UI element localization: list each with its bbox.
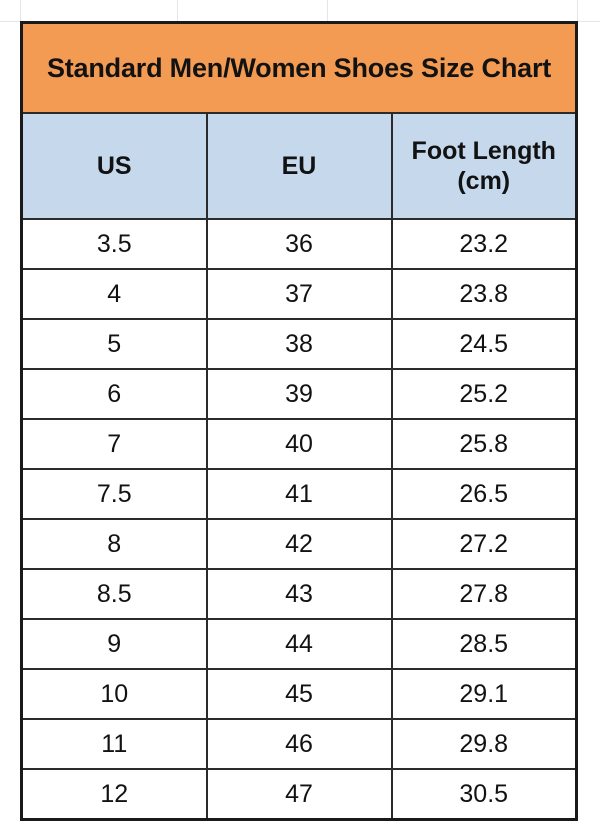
cell-us: 7.5 <box>20 468 208 520</box>
column-header-foot-length-label: Foot Length <box>411 136 556 165</box>
cell-us: 9 <box>20 618 208 670</box>
cell-us: 12 <box>20 768 208 821</box>
cell-eu: 43 <box>205 568 393 620</box>
size-chart-container: Standard Men/Women Shoes Size Chart US E… <box>20 21 578 821</box>
cell-foot-length: 25.8 <box>390 418 578 470</box>
cell-eu: 36 <box>205 218 393 270</box>
cell-us: 10 <box>20 668 208 720</box>
cell-foot-length: 23.8 <box>390 268 578 320</box>
table-row: 6 39 25.2 <box>20 368 578 420</box>
cell-us: 3.5 <box>20 218 208 270</box>
cell-us: 5 <box>20 318 208 370</box>
column-header-us-label: US <box>96 151 132 180</box>
cell-foot-length: 26.5 <box>390 468 578 520</box>
cell-eu: 37 <box>205 268 393 320</box>
column-header-foot-length-unit: (cm) <box>457 167 511 195</box>
cell-foot-length: 28.5 <box>390 618 578 670</box>
gridline-vertical <box>177 0 178 22</box>
table-row: 4 37 23.8 <box>20 268 578 320</box>
cell-eu: 45 <box>205 668 393 720</box>
table-row: 11 46 29.8 <box>20 718 578 770</box>
gridline-vertical <box>20 0 21 22</box>
cell-eu: 40 <box>205 418 393 470</box>
table-row: 8 42 27.2 <box>20 518 578 570</box>
cell-foot-length: 23.2 <box>390 218 578 270</box>
cell-foot-length: 25.2 <box>390 368 578 420</box>
cell-eu: 41 <box>205 468 393 520</box>
table-row: 7 40 25.8 <box>20 418 578 470</box>
table-row: 3.5 36 23.2 <box>20 218 578 270</box>
cell-eu: 38 <box>205 318 393 370</box>
table-row: 9 44 28.5 <box>20 618 578 670</box>
cell-us: 8.5 <box>20 568 208 620</box>
cell-eu: 42 <box>205 518 393 570</box>
cell-foot-length: 29.1 <box>390 668 578 720</box>
cell-eu: 46 <box>205 718 393 770</box>
cell-foot-length: 30.5 <box>390 768 578 821</box>
cell-foot-length: 29.8 <box>390 718 578 770</box>
cell-eu: 44 <box>205 618 393 670</box>
chart-title: Standard Men/Women Shoes Size Chart <box>20 21 578 114</box>
table-row: 10 45 29.1 <box>20 668 578 720</box>
column-header-eu-label: EU <box>281 151 317 180</box>
shoes-size-chart-table: Standard Men/Women Shoes Size Chart US E… <box>20 21 578 821</box>
cell-us: 6 <box>20 368 208 420</box>
column-header-us: US <box>20 112 208 220</box>
table-row: 7.5 41 26.5 <box>20 468 578 520</box>
column-header-row: US EU Foot Length (cm) <box>20 112 578 220</box>
cell-foot-length: 24.5 <box>390 318 578 370</box>
cell-eu: 47 <box>205 768 393 821</box>
cell-us: 7 <box>20 418 208 470</box>
cell-us: 4 <box>20 268 208 320</box>
column-header-foot-length: Foot Length (cm) <box>390 112 578 220</box>
cell-eu: 39 <box>205 368 393 420</box>
table-row: 8.5 43 27.8 <box>20 568 578 620</box>
column-header-eu: EU <box>205 112 393 220</box>
cell-foot-length: 27.8 <box>390 568 578 620</box>
gridline-vertical <box>577 0 578 22</box>
gridline-vertical <box>327 0 328 22</box>
chart-title-row: Standard Men/Women Shoes Size Chart <box>20 21 578 114</box>
cell-foot-length: 27.2 <box>390 518 578 570</box>
table-row: 5 38 24.5 <box>20 318 578 370</box>
cell-us: 11 <box>20 718 208 770</box>
cell-us: 8 <box>20 518 208 570</box>
table-row: 12 47 30.5 <box>20 768 578 821</box>
